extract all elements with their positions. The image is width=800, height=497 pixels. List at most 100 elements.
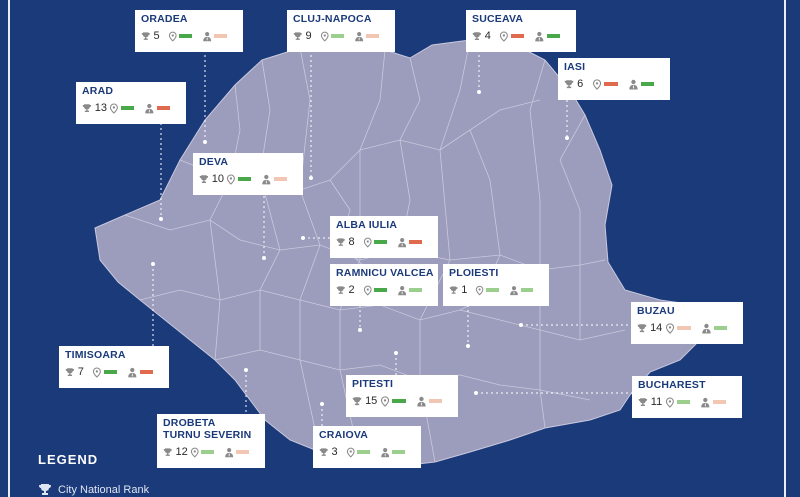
location-score-bar xyxy=(121,106,135,110)
city-card-oradea[interactable]: ORADEA 5 xyxy=(135,10,243,52)
person-icon xyxy=(203,31,212,41)
city-name: BUCHAREST xyxy=(638,379,706,391)
city-metrics: 13 xyxy=(82,101,180,115)
city-metrics: 4 xyxy=(472,29,570,43)
person-score-bar xyxy=(366,34,379,38)
trophy-icon xyxy=(199,174,209,183)
trophy-icon xyxy=(336,285,345,294)
frame-border-left xyxy=(8,0,10,497)
legend-title: LEGEND xyxy=(38,452,99,467)
location-pin-icon xyxy=(666,396,675,408)
city-card-bucharest[interactable]: BUCHAREST 11 xyxy=(632,376,742,418)
trophy-icon xyxy=(65,367,75,376)
person-score-bar xyxy=(236,450,249,454)
city-name: IASI xyxy=(564,61,586,73)
city-name: RAMNICU VALCEA xyxy=(336,267,434,279)
location-pin-icon xyxy=(320,31,329,42)
trophy-icon xyxy=(39,484,51,495)
city-name: ORADEA xyxy=(141,13,188,25)
location-score-bar xyxy=(374,288,387,292)
city-rank: 6 xyxy=(577,78,584,90)
city-card-craiova[interactable]: CRAIOVA 3 xyxy=(313,426,421,468)
location-score-bar xyxy=(201,450,214,454)
city-rank: 1 xyxy=(461,284,468,296)
person-icon xyxy=(416,396,426,407)
city-card-ramnicu-valcea[interactable]: RAMNICU VALCEA 2 xyxy=(330,264,438,306)
person-icon xyxy=(145,103,154,113)
city-rank: 5 xyxy=(153,30,160,42)
person-icon xyxy=(128,367,137,377)
person-icon xyxy=(701,397,710,407)
city-card-arad[interactable]: ARAD 13 xyxy=(76,82,186,124)
trophy-icon xyxy=(638,397,648,406)
city-card-iasi[interactable]: IASI 6 xyxy=(558,58,670,100)
city-rank: 14 xyxy=(650,322,663,334)
trophy-icon xyxy=(472,31,482,40)
location-score-bar xyxy=(374,240,387,244)
person-icon xyxy=(355,31,364,41)
person-icon xyxy=(381,447,390,457)
location-score-bar xyxy=(331,34,344,38)
location-pin-icon xyxy=(363,237,372,248)
city-card-buzau[interactable]: BUZAU 14 xyxy=(631,302,743,344)
trophy-icon xyxy=(449,286,458,294)
person-score-bar xyxy=(214,34,227,38)
person-score-bar xyxy=(520,288,533,292)
city-metrics: 10 xyxy=(199,172,297,186)
person-score-bar xyxy=(156,106,171,110)
city-card-alba-iulia[interactable]: ALBA IULIA 8 xyxy=(330,216,438,258)
location-score-bar xyxy=(179,34,192,38)
city-card-suceava[interactable]: SUCEAVA 4 xyxy=(466,10,576,52)
city-rank: 13 xyxy=(94,102,108,114)
city-metrics: 6 xyxy=(564,77,664,91)
trophy-icon xyxy=(82,103,92,112)
city-card-deva[interactable]: DEVA 10 xyxy=(193,153,303,195)
city-metrics: 3 xyxy=(319,445,415,459)
city-name: PITESTI xyxy=(352,378,394,390)
location-score-bar xyxy=(604,82,618,86)
person-icon xyxy=(262,174,271,184)
city-rank: 2 xyxy=(348,284,355,296)
person-score-bar xyxy=(713,326,727,330)
city-name: DEVA xyxy=(199,156,229,168)
city-metrics: 7 xyxy=(65,365,163,379)
person-icon xyxy=(398,285,407,295)
frame-border-right xyxy=(784,0,786,497)
city-name: BUZAU xyxy=(637,305,675,317)
person-icon xyxy=(701,323,711,334)
location-pin-icon xyxy=(168,31,177,42)
trophy-icon xyxy=(637,323,647,332)
city-card-ploiesti[interactable]: PLOIESTI 1 xyxy=(443,264,549,306)
trophy-icon xyxy=(564,79,574,88)
city-rank: 15 xyxy=(365,395,378,407)
city-card-timisoara[interactable]: TIMISOARA 7 xyxy=(59,346,169,388)
city-name: ARAD xyxy=(82,85,114,97)
city-card-pitesti[interactable]: PITESTI 15 xyxy=(346,375,458,417)
trophy-icon xyxy=(163,447,172,456)
city-metrics: 8 xyxy=(336,235,432,249)
city-card-drobeta-turnu-severin[interactable]: DROBETA TURNU SEVERIN 12 xyxy=(157,414,265,468)
city-rank: 9 xyxy=(305,30,312,42)
location-score-bar xyxy=(238,177,252,181)
location-score-bar xyxy=(677,326,691,330)
city-name: SUCEAVA xyxy=(472,13,524,25)
person-score-bar xyxy=(409,288,422,292)
city-metrics: 1 xyxy=(449,283,543,297)
county-borders xyxy=(124,39,626,463)
city-name: ALBA IULIA xyxy=(336,219,398,231)
person-icon xyxy=(509,285,518,295)
location-pin-icon xyxy=(93,366,102,378)
legend-item-label: City National Rank xyxy=(58,484,150,496)
city-metrics: 15 xyxy=(352,394,452,408)
city-rank: 11 xyxy=(650,396,663,408)
city-metrics: 9 xyxy=(293,29,389,43)
city-metrics: 2 xyxy=(336,283,432,297)
city-card-cluj-napoca[interactable]: CLUJ-NAPOCA 9 xyxy=(287,10,395,52)
person-icon xyxy=(628,79,638,90)
person-icon xyxy=(225,447,234,457)
city-dots xyxy=(151,90,569,406)
person-score-bar xyxy=(409,240,422,244)
location-pin-icon xyxy=(227,173,236,185)
legend-item-rank: City National Rank xyxy=(38,484,149,496)
person-score-bar xyxy=(392,450,405,454)
